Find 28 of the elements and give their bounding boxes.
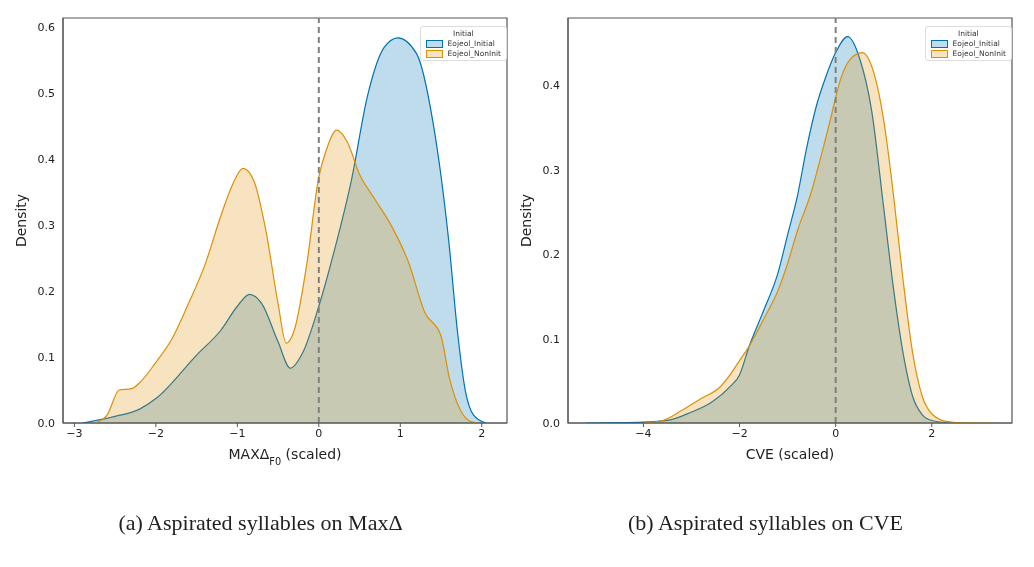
x-tick-label: −3: [66, 426, 83, 440]
x-tick-label: 1: [396, 426, 404, 440]
y-axis-title: Density: [518, 193, 534, 248]
y-tick-label: 0.5: [37, 87, 55, 101]
x-tick-label: 2: [928, 426, 936, 440]
y-tick-label: 0.3: [542, 163, 560, 177]
y-tick-label: 0.1: [37, 350, 55, 364]
text: (b) Aspirated syllables on CVE: [627, 510, 904, 536]
y-tick-label: 0.4: [37, 153, 55, 167]
y-tick-label: 0.0: [37, 416, 55, 430]
y-tick-label: 0.2: [37, 284, 55, 298]
x-tick-label: −2: [731, 426, 748, 440]
x-tick-label: −2: [147, 426, 164, 440]
y-tick-label: 0.0: [542, 416, 560, 430]
y-tick-label: 0.1: [542, 332, 560, 346]
x-axis-title: MAXΔ$_{F0}$ (scaled): [228, 446, 342, 467]
y-tick-label: 0.3: [37, 219, 55, 233]
y-tick-label: 0.2: [542, 248, 560, 262]
x-tick-label: 0: [832, 426, 840, 440]
y-axis-title: Density: [13, 193, 29, 248]
text: (a) Aspirated syllables on MaxΔ: [117, 510, 404, 536]
x-tick-label: −1: [229, 426, 246, 440]
x-tick-label: 0: [315, 426, 323, 440]
y-tick-label: 0.4: [542, 79, 560, 93]
x-axis-title: CVE (scaled): [745, 446, 835, 462]
y-tick-label: 0.6: [37, 21, 55, 35]
x-tick-label: 2: [478, 426, 486, 440]
x-tick-label: −4: [635, 426, 652, 440]
